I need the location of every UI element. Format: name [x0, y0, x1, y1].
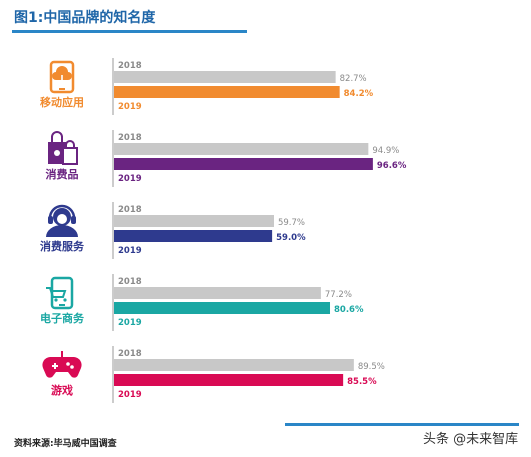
data-label: 59.0% [276, 233, 306, 243]
data-label: 94.9% [372, 146, 399, 156]
bar-2018 [114, 143, 369, 155]
year-label: 2018 [118, 133, 142, 143]
year-label: 2019 [118, 174, 142, 184]
bar-2019 [114, 374, 344, 386]
data-label: 84.2% [344, 89, 374, 99]
bar-2018 [114, 359, 354, 371]
year-label: 2019 [118, 102, 142, 112]
data-label: 89.5% [358, 362, 385, 372]
year-label: 2018 [118, 277, 142, 287]
bar-2019 [114, 302, 331, 314]
customer-service-headset-icon [46, 204, 78, 237]
category-label: 消费品 [46, 167, 79, 181]
year-label: 2018 [118, 349, 142, 359]
mobile-download-icon [49, 60, 75, 94]
data-label: 96.6% [377, 161, 407, 171]
data-label: 59.7% [278, 218, 305, 228]
bar-2019 [114, 230, 273, 242]
data-label: 80.6% [334, 305, 364, 315]
year-label: 2019 [118, 390, 142, 400]
watermark: 头条 @未来智库 [423, 432, 519, 447]
footer-rule [285, 423, 519, 426]
year-label: 2019 [118, 246, 142, 256]
category-label: 消费服务 [40, 239, 85, 253]
year-label: 2019 [118, 318, 142, 328]
online-shopping-phone-icon [46, 276, 74, 310]
year-label: 2018 [118, 205, 142, 215]
game-controller-icon [42, 351, 82, 378]
year-label: 2018 [118, 61, 142, 71]
shopping-bags-icon [48, 131, 78, 165]
bar-2019 [114, 86, 340, 98]
source-note: 资料来源:毕马威中国调查 [14, 439, 117, 449]
data-label: 85.5% [347, 377, 377, 387]
bar-2018 [114, 215, 274, 227]
category-label: 电子商务 [40, 311, 85, 325]
bar-2019 [114, 158, 373, 170]
category-label: 游戏 [51, 383, 73, 397]
data-label: 82.7% [340, 74, 367, 84]
title-underline [12, 30, 247, 33]
bar-2018 [114, 71, 336, 83]
data-label: 77.2% [325, 290, 352, 300]
bar-2018 [114, 287, 321, 299]
category-label: 移动应用 [40, 95, 84, 109]
page-title: 图1:中国品牌的知名度 [14, 10, 156, 26]
